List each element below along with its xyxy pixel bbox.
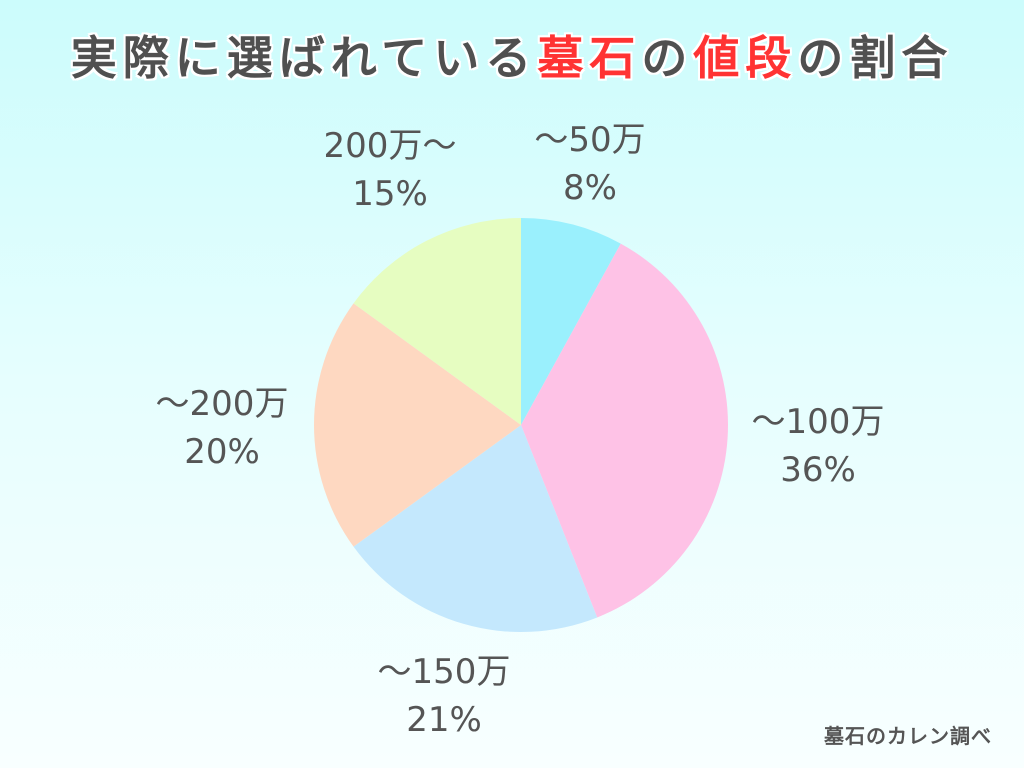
slice-label-percent: 15% [352, 174, 428, 214]
pie-slice [313, 303, 521, 547]
slice-label-percent: 8% [563, 168, 617, 208]
title-highlight-gravestone: 墓石 [537, 31, 642, 85]
title-part-2: の [641, 31, 694, 85]
pie-slice [521, 243, 728, 618]
title-part-1: 実際に選ばれている [70, 31, 538, 85]
slice-label: ～200万 20% [156, 380, 289, 476]
slice-label-percent: 21% [406, 700, 482, 740]
slice-label-range: ～200万 [155, 384, 289, 424]
slice-label-percent: 20% [184, 432, 260, 472]
pie-slice [353, 218, 521, 425]
slice-label-range: 200万～ [323, 126, 457, 166]
pie-slice [521, 217, 621, 425]
source-credit: 墓石のカレン調べ [824, 724, 992, 748]
slice-label: ～100万 36% [752, 398, 885, 494]
chart-title: 実際に選ばれている墓石の値段の割合 [0, 22, 1024, 88]
slice-label: ～50万 8% [534, 116, 645, 212]
slice-label-range: ～150万 [377, 652, 511, 692]
slice-label: 200万～ 15% [324, 122, 457, 218]
slice-label-range: ～100万 [751, 402, 885, 442]
title-part-3: の割合 [797, 31, 954, 85]
slice-label-range: ～50万 [534, 120, 646, 160]
slice-label-percent: 36% [780, 450, 856, 490]
slice-label: ～150万 21% [378, 648, 511, 744]
title-highlight-price: 値段 [693, 31, 798, 85]
pie-slice [353, 425, 598, 632]
